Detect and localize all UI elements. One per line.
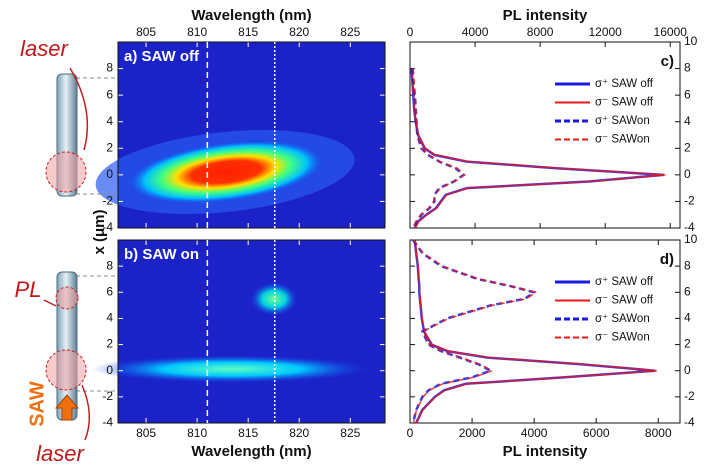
legend-label: σ⁻ SAWon [595, 332, 650, 344]
y-tick-label: 6 [684, 284, 691, 298]
y-tick-label: 2 [684, 337, 691, 351]
x-axis-label: PL intensity [503, 7, 588, 24]
y-tick-label: 0 [106, 363, 113, 377]
x-tick-label: 825 [340, 426, 360, 440]
y-tick-label: 4 [106, 114, 113, 128]
y-axis-label: x (μm) [91, 209, 108, 254]
series-line [411, 239, 538, 424]
plot-frame [409, 239, 681, 424]
series-line [410, 68, 664, 229]
y-tick-label: 6 [684, 87, 691, 101]
y-tick-label: 4 [684, 311, 691, 325]
y-tick-label: 8 [106, 258, 113, 272]
x-tick-label: 8000 [645, 426, 672, 440]
x-tick-label: 2000 [459, 426, 486, 440]
y-tick-label: 0 [684, 167, 691, 181]
plot-frame [409, 41, 681, 229]
x-tick-label: 825 [340, 25, 360, 39]
x-tick-label: 805 [136, 426, 156, 440]
x-tick-label: 815 [238, 25, 258, 39]
plot-frame [117, 41, 386, 229]
panel-label: d) [660, 251, 674, 268]
y-tick-label: 8 [684, 61, 691, 75]
y-tick-label: -2 [102, 389, 113, 403]
x-tick-label: 810 [187, 426, 207, 440]
legend-label: σ⁺ SAWon [595, 115, 650, 127]
y-tick-label: 0 [106, 167, 113, 181]
x-tick-label: 0 [407, 25, 414, 39]
x-tick-label: 16000 [654, 25, 688, 39]
heatmap-band [92, 355, 372, 383]
y-tick-label: 8 [106, 61, 113, 75]
series-line [412, 68, 466, 229]
x-axis-label: Wavelength (nm) [191, 7, 311, 24]
y-tick-label: -4 [102, 415, 113, 429]
y-tick-label: -4 [684, 220, 695, 234]
y-tick-label: 6 [106, 87, 113, 101]
y-tick-label: 2 [106, 140, 113, 154]
x-tick-label: 0 [407, 426, 414, 440]
plot-frame [117, 239, 386, 424]
x-tick-label: 820 [289, 426, 309, 440]
illustration [43, 67, 118, 441]
y-tick-label: -4 [684, 415, 695, 429]
y-tick-label: 4 [106, 311, 113, 325]
y-tick-label: 10 [684, 232, 698, 246]
x-tick-label: 12000 [588, 25, 622, 39]
x-tick-label: 4000 [462, 25, 489, 39]
y-tick-label: -2 [684, 194, 695, 208]
series-line [414, 239, 657, 424]
y-tick-label: 2 [684, 140, 691, 154]
y-tick-label: 6 [106, 284, 113, 298]
y-tick-label: 0 [684, 363, 691, 377]
x-tick-label: 6000 [583, 426, 610, 440]
heatmap-peak [126, 139, 326, 205]
x-axis-label: PL intensity [503, 443, 588, 460]
heatmap-bg [118, 240, 385, 423]
annotation: SAW [26, 381, 48, 427]
series-line [411, 68, 666, 229]
x-axis-label: Wavelength (nm) [191, 443, 311, 460]
panel-label: a) SAW off [124, 48, 200, 65]
series-line [412, 239, 538, 424]
panel-label: b) SAW on [124, 246, 199, 263]
legend-label: σ⁺ SAW off [595, 276, 654, 288]
x-tick-label: 8000 [527, 25, 554, 39]
y-tick-label: -4 [102, 220, 113, 234]
y-tick-label: 4 [684, 114, 691, 128]
x-tick-label: 815 [238, 426, 258, 440]
legend-label: σ⁺ SAWon [595, 313, 650, 325]
legend-label: σ⁻ SAWon [595, 134, 650, 146]
x-tick-label: 820 [289, 25, 309, 39]
y-tick-label: 2 [106, 337, 113, 351]
annotation: laser [36, 441, 85, 466]
legend-label: σ⁺ SAW off [595, 78, 654, 90]
heatmap-spot [250, 282, 298, 316]
panel-label: c) [661, 53, 674, 70]
annotation: laser [20, 36, 69, 61]
x-tick-label: 805 [136, 25, 156, 39]
y-tick-label: -2 [684, 389, 695, 403]
y-tick-label: -2 [102, 194, 113, 208]
legend-label: σ⁻ SAW off [595, 295, 654, 307]
x-tick-label: 810 [187, 25, 207, 39]
annotation: PL [15, 277, 42, 302]
y-tick-label: 10 [684, 34, 698, 48]
x-tick-label: 4000 [521, 426, 548, 440]
y-tick-label: 8 [684, 258, 691, 272]
legend-label: σ⁻ SAW off [595, 97, 654, 109]
